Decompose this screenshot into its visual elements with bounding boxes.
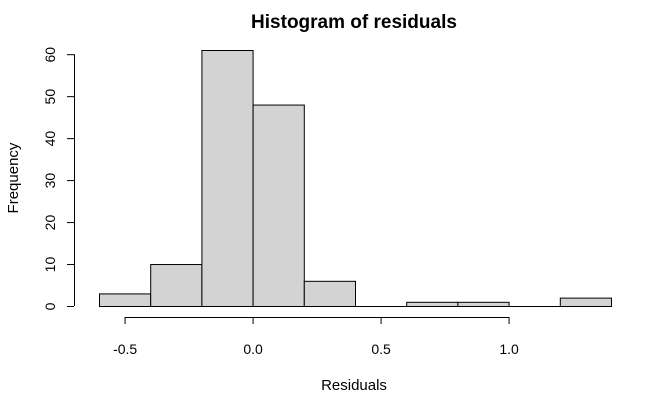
- histogram-bar: [150, 264, 203, 307]
- y-axis-label: Frequency: [5, 142, 22, 213]
- x-tick-label: 0.0: [243, 341, 263, 357]
- y-tick-label: 60: [42, 47, 58, 63]
- x-tick-label: 0.5: [371, 341, 391, 357]
- y-tick-label: 20: [42, 215, 58, 231]
- histogram-bar: [559, 297, 612, 308]
- histogram-bar: [457, 301, 510, 308]
- y-tick-label: 30: [42, 173, 58, 189]
- y-tick-label: 0: [42, 302, 58, 310]
- bars-group: [99, 50, 612, 308]
- histogram-bar: [201, 50, 254, 307]
- x-axis-label: Residuals: [321, 377, 387, 394]
- histogram-bar: [99, 293, 152, 308]
- y-tick-label: 50: [42, 89, 58, 105]
- histogram-bar: [252, 104, 305, 308]
- y-tick-label: 40: [42, 131, 58, 147]
- x-axis: -0.5 0.0 0.5 1.0: [113, 317, 519, 357]
- chart-title: Histogram of residuals: [251, 12, 457, 33]
- y-axis: 0 10 20 30 40 50 60: [42, 47, 75, 310]
- y-tick-label: 10: [42, 257, 58, 273]
- histogram-bar: [303, 280, 356, 307]
- x-tick-label: -0.5: [113, 341, 137, 357]
- x-tick-label: 1.0: [499, 341, 519, 357]
- histogram-bar: [406, 301, 459, 308]
